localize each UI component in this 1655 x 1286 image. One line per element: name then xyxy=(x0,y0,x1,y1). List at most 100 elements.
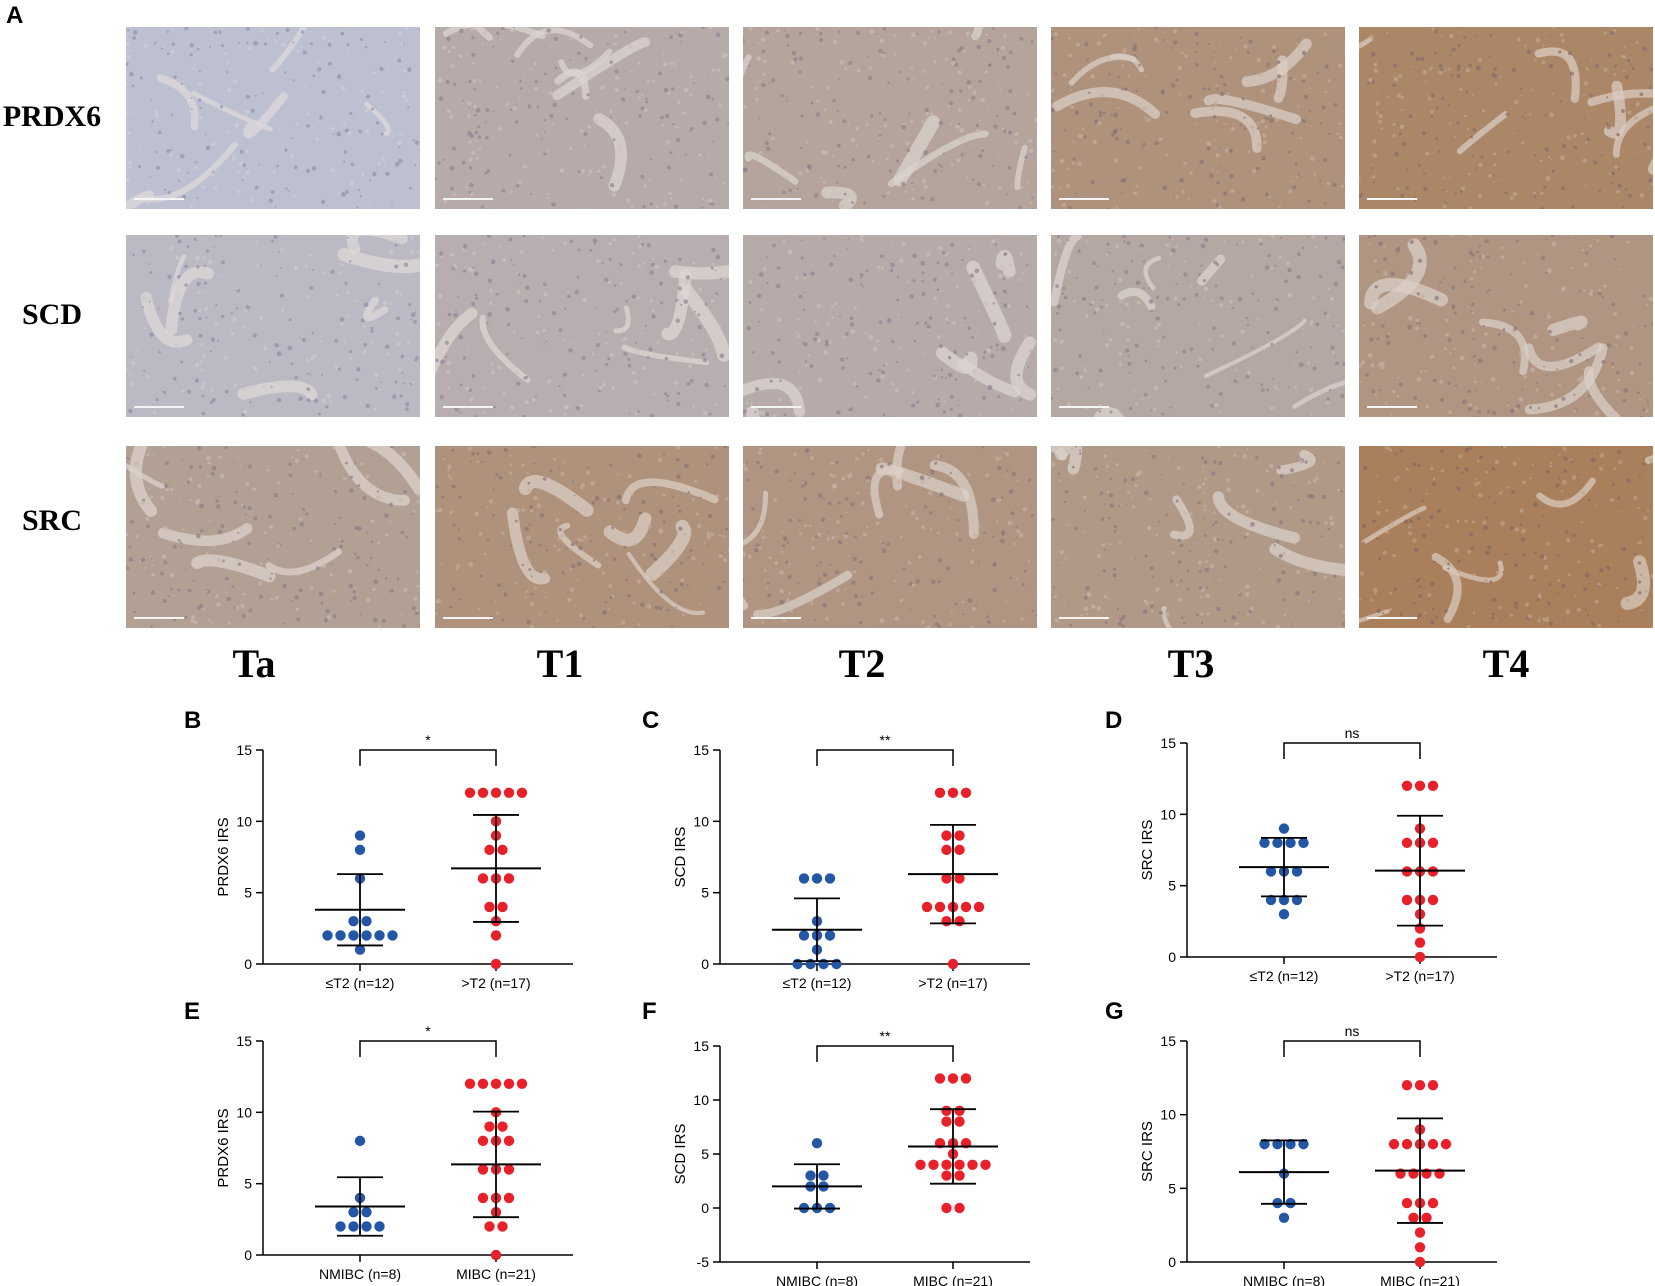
data-point xyxy=(503,1078,515,1090)
chart-c: C 0 5 10 15 SCD IRS ≤T2 (n=12) >T2 (n=17) ** xyxy=(642,707,1030,991)
micrograph-prdx6-t3 xyxy=(1051,27,1345,209)
x-tick-label: NMIBC (n=8) xyxy=(319,1266,401,1282)
panel-letter-a: A xyxy=(6,2,24,29)
chart-b: B 0 5 10 15 PRDX6 IRS ≤T2 (n=12) >T2 (n=17) * xyxy=(184,707,573,991)
significance-bracket xyxy=(816,1045,954,1062)
data-point xyxy=(1421,1212,1432,1224)
data-point xyxy=(1414,780,1426,791)
x-tick-label: ≤T2 (n=12) xyxy=(783,975,852,991)
data-point xyxy=(1414,1256,1426,1268)
micrograph-prdx6-t1 xyxy=(435,27,729,209)
significance-bracket xyxy=(359,1040,497,1057)
data-point xyxy=(1388,1138,1400,1150)
data-point xyxy=(503,873,515,884)
y-tick-label: 0 xyxy=(701,1200,709,1216)
data-point xyxy=(464,787,476,798)
y-tick-label: 5 xyxy=(1168,1180,1176,1196)
data-point xyxy=(503,1135,515,1147)
data-point xyxy=(811,1138,823,1149)
y-tick-label: 10 xyxy=(236,813,252,829)
data-point xyxy=(503,787,515,798)
significance-bracket xyxy=(1283,1040,1421,1057)
x-tick-label: >T2 (n=17) xyxy=(461,975,530,991)
data-point xyxy=(1414,951,1426,963)
data-point xyxy=(941,916,952,927)
x-tick-label: >T2 (n=17) xyxy=(1385,968,1454,984)
panel-letter-c: C xyxy=(642,707,659,734)
micrograph-src-t2 xyxy=(743,446,1037,628)
x-tick-label: ≤T2 (n=12) xyxy=(1250,968,1319,984)
data-point xyxy=(954,844,965,856)
micrograph-prdx6-t2 xyxy=(743,27,1037,209)
data-point xyxy=(361,916,372,927)
significance-bracket xyxy=(359,749,497,766)
significance-bracket xyxy=(1283,742,1421,759)
data-point xyxy=(348,1221,359,1232)
data-point xyxy=(1285,837,1296,849)
data-point xyxy=(348,1207,359,1218)
significance-label: ns xyxy=(1345,1023,1360,1039)
data-point xyxy=(1401,1080,1413,1091)
micrograph-scd-t3 xyxy=(1051,235,1345,417)
data-point xyxy=(934,1073,946,1084)
micrograph-scd-t4 xyxy=(1359,235,1653,417)
y-axis-label: PRDX6 IRS xyxy=(215,817,232,896)
significance-label: ns xyxy=(1345,725,1360,741)
row-label-src: SRC xyxy=(21,504,82,537)
data-point xyxy=(387,930,398,941)
y-tick-label: 5 xyxy=(244,1176,252,1192)
y-tick-label: 15 xyxy=(236,742,252,758)
data-point xyxy=(1265,894,1277,906)
significance-label: * xyxy=(425,1023,431,1039)
micrograph-src-t1 xyxy=(435,446,729,628)
data-point xyxy=(1259,837,1270,849)
data-point xyxy=(954,1202,965,1214)
y-tick-label: 0 xyxy=(701,956,709,972)
col-label-ta: Ta xyxy=(232,641,276,686)
x-tick-label: MIBC (n=21) xyxy=(1380,1273,1460,1286)
data-point xyxy=(954,1170,965,1181)
x-tick-label: MIBC (n=21) xyxy=(913,1273,993,1286)
y-tick-label: 5 xyxy=(701,1146,709,1162)
data-point xyxy=(503,1164,515,1175)
data-point xyxy=(811,873,823,884)
data-point xyxy=(954,1116,965,1127)
data-point xyxy=(805,1170,816,1181)
y-tick-label: 15 xyxy=(693,1038,709,1054)
data-point xyxy=(1278,894,1290,906)
data-point xyxy=(1401,1138,1413,1150)
data-point xyxy=(497,1221,508,1232)
data-point xyxy=(928,1159,939,1171)
significance-bracket xyxy=(816,749,954,766)
data-point xyxy=(1401,894,1413,906)
data-point xyxy=(1259,1138,1270,1150)
data-point xyxy=(1272,1138,1283,1150)
data-point xyxy=(1278,823,1290,834)
data-point xyxy=(1427,1197,1439,1209)
data-point xyxy=(954,830,965,841)
data-point xyxy=(818,1170,829,1181)
y-tick-label: 15 xyxy=(693,742,709,758)
data-point xyxy=(1265,866,1277,877)
data-point xyxy=(1278,909,1290,920)
y-tick-label: 10 xyxy=(236,1104,252,1120)
x-tick-label: MIBC (n=21) xyxy=(456,1266,536,1282)
x-tick-label: >T2 (n=17) xyxy=(918,975,987,991)
data-point xyxy=(516,1078,528,1090)
data-point xyxy=(503,1192,515,1204)
data-point xyxy=(967,1159,978,1171)
data-point xyxy=(1427,1138,1439,1150)
data-point xyxy=(477,1135,489,1147)
y-tick-label: 10 xyxy=(1160,1107,1176,1123)
panel-letter-g: G xyxy=(1105,998,1124,1025)
data-point xyxy=(1401,780,1413,791)
data-point xyxy=(980,1159,991,1171)
data-point xyxy=(954,1159,965,1171)
micrograph-scd-t2 xyxy=(743,235,1037,417)
significance-label: ** xyxy=(880,732,891,748)
data-point xyxy=(354,944,366,955)
data-point xyxy=(947,787,959,798)
micrograph-prdx6-ta xyxy=(126,27,420,209)
y-tick-label: 5 xyxy=(244,885,252,901)
data-point xyxy=(490,958,502,970)
